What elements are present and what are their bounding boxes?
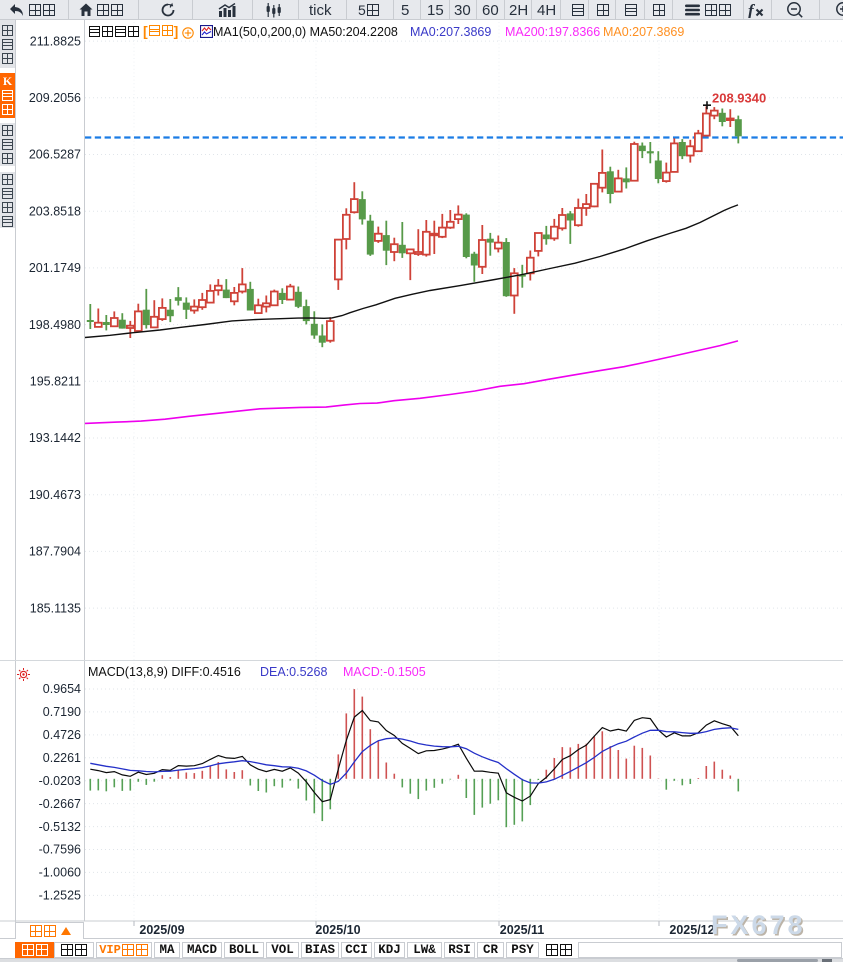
svg-text:190.4673: 190.4673 — [29, 488, 81, 502]
svg-text:2025/09: 2025/09 — [139, 923, 184, 937]
svg-text:211.8825: 211.8825 — [30, 34, 81, 48]
svg-text:185.1135: 185.1135 — [30, 601, 81, 615]
svg-text:-0.2667: -0.2667 — [39, 797, 81, 811]
svg-text:201.1749: 201.1749 — [29, 261, 81, 275]
svg-text:209.2056: 209.2056 — [29, 91, 81, 105]
svg-text:203.8518: 203.8518 — [29, 204, 81, 218]
svg-text:193.1442: 193.1442 — [29, 431, 81, 445]
svg-text:2025/11: 2025/11 — [500, 923, 545, 937]
svg-text:0.2261: 0.2261 — [43, 751, 81, 765]
svg-text:206.5287: 206.5287 — [29, 148, 81, 162]
svg-text:195.8211: 195.8211 — [30, 375, 81, 389]
svg-text:-1.2525: -1.2525 — [39, 889, 81, 903]
svg-text:0.4726: 0.4726 — [43, 728, 81, 742]
svg-text:0.9654: 0.9654 — [43, 682, 81, 696]
svg-text:208.9340: 208.9340 — [712, 91, 766, 106]
svg-text:2025/10: 2025/10 — [315, 923, 360, 937]
svg-text:0.7190: 0.7190 — [43, 705, 81, 719]
svg-text:-0.7596: -0.7596 — [39, 843, 81, 857]
svg-text:-0.5132: -0.5132 — [39, 820, 81, 834]
svg-text:198.4980: 198.4980 — [29, 318, 81, 332]
svg-text:f: f — [748, 3, 756, 18]
svg-text:-1.0060: -1.0060 — [39, 866, 81, 880]
svg-text:187.7904: 187.7904 — [29, 545, 81, 559]
svg-text:2025/12: 2025/12 — [669, 923, 714, 937]
svg-text:-0.0203: -0.0203 — [39, 774, 81, 788]
